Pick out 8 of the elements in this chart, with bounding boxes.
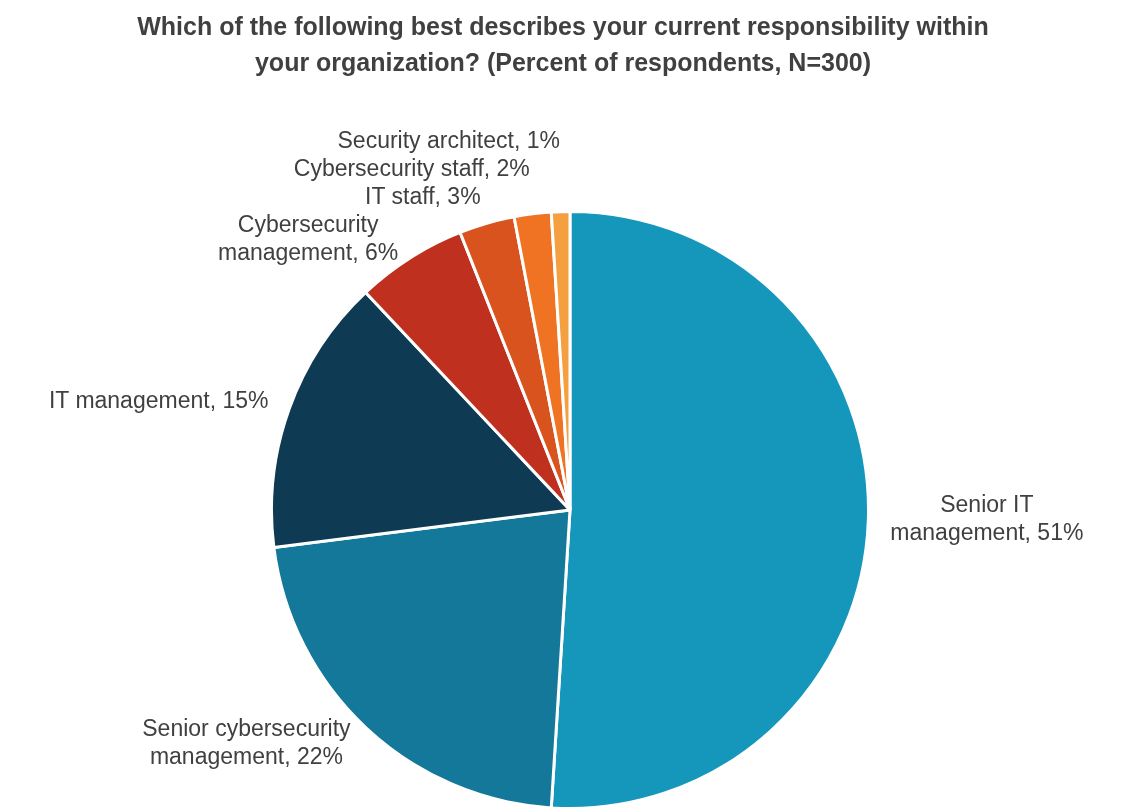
- slice-label: Senior IT management, 51%: [890, 491, 1084, 546]
- slice-label: Cybersecurity staff, 2%: [293, 154, 530, 181]
- slice-label: IT staff, 3%: [365, 182, 481, 209]
- slice-label: IT management, 15%: [48, 386, 269, 413]
- slice-label: Senior cybersecurity management, 22%: [142, 714, 352, 769]
- slice-label: Security architect, 1%: [337, 126, 560, 153]
- slice-label: Cybersecurity management, 6%: [217, 210, 399, 265]
- chart-title: Which of the following best describes your current responsibility within your organization? (Percent of respondents, N=300): [136, 11, 990, 78]
